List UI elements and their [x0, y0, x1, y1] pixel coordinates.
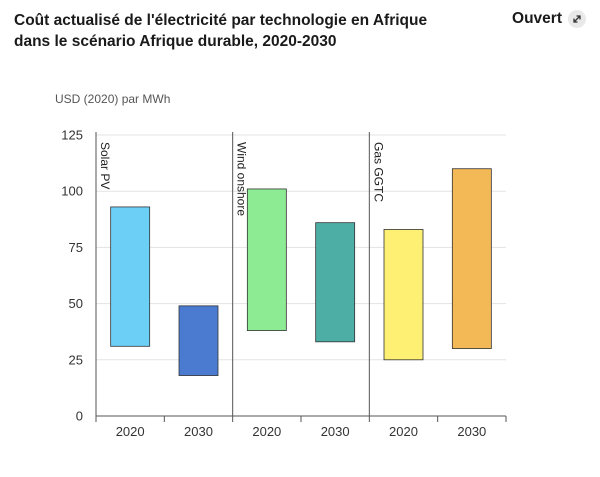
x-tick-label: 2020 — [116, 424, 145, 439]
range-bar — [178, 305, 219, 376]
y-tick-label: 0 — [76, 409, 83, 424]
y-tick-label: 75 — [69, 240, 83, 255]
x-tick-label: 2020 — [252, 424, 281, 439]
y-tick-label: 50 — [69, 296, 83, 311]
x-tick-label: 2020 — [389, 424, 418, 439]
x-tick-label: 2030 — [321, 424, 350, 439]
y-tick-label: 25 — [69, 352, 83, 367]
chart-title: Coût actualisé de l'électricité par tech… — [14, 12, 428, 50]
x-tick-label: 2030 — [184, 424, 213, 439]
group-label: Gas GGTC — [371, 142, 385, 202]
range-bar — [315, 222, 356, 343]
y-tick-label: 125 — [61, 128, 83, 143]
x-tick-label: 2030 — [457, 424, 486, 439]
y-axis-unit-label: USD (2020) par MWh — [55, 92, 171, 106]
open-button[interactable]: Ouvert — [512, 10, 586, 28]
expand-icon — [568, 10, 586, 28]
y-tick-label: 100 — [61, 184, 83, 199]
group-label: Wind onshore — [235, 142, 249, 216]
group-label: Solar PV — [98, 142, 112, 189]
range-bar — [246, 188, 287, 331]
range-bar — [110, 206, 151, 347]
range-bar — [451, 168, 492, 349]
open-label: Ouvert — [512, 10, 562, 27]
range-bar — [383, 229, 424, 361]
